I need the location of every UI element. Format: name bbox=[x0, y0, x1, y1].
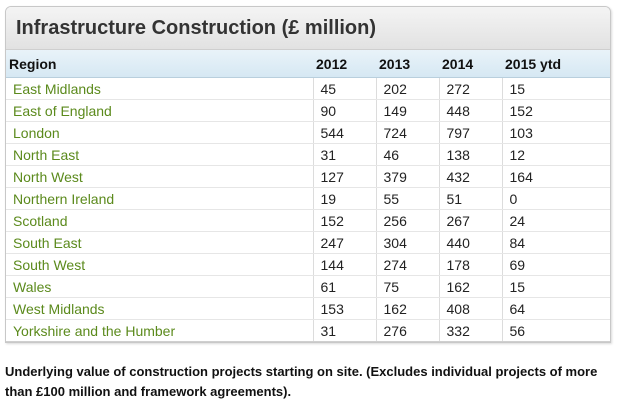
value-cell: 448 bbox=[439, 99, 503, 122]
data-table: Region 2012 2013 2014 2015 ytd East Midlands… bbox=[6, 50, 610, 342]
value-cell: 379 bbox=[376, 165, 440, 188]
table-row: North West 127 379 432 164 bbox=[6, 165, 610, 188]
value-cell: 247 bbox=[313, 231, 377, 254]
table-row: North East 31 46 138 12 bbox=[6, 143, 610, 166]
value-cell: 45 bbox=[313, 77, 377, 100]
value-cell: 69 bbox=[502, 253, 610, 276]
table-row: South East 247 304 440 84 bbox=[6, 231, 610, 254]
value-cell: 55 bbox=[376, 187, 440, 210]
value-cell: 162 bbox=[376, 297, 440, 320]
value-cell: 304 bbox=[376, 231, 440, 254]
value-cell: 19 bbox=[313, 187, 377, 210]
value-cell: 164 bbox=[502, 165, 610, 188]
value-cell: 162 bbox=[439, 275, 503, 298]
region-cell: North West bbox=[6, 165, 314, 188]
table-body: East Midlands 45 202 272 15 East of England 90… bbox=[6, 77, 610, 342]
region-cell: West Midlands bbox=[6, 297, 314, 320]
value-cell: 276 bbox=[376, 319, 440, 342]
value-cell: 332 bbox=[439, 319, 503, 342]
value-cell: 61 bbox=[313, 275, 377, 298]
value-cell: 267 bbox=[439, 209, 503, 232]
footnote: Underlying value of construction project… bbox=[5, 364, 598, 399]
value-cell: 724 bbox=[376, 121, 440, 144]
column-header-year: 2014 bbox=[439, 50, 502, 78]
region-cell: South West bbox=[6, 253, 314, 276]
value-cell: 178 bbox=[439, 253, 503, 276]
column-header-year: 2012 bbox=[313, 50, 376, 78]
value-cell: 432 bbox=[439, 165, 503, 188]
table-row: Wales 61 75 162 15 bbox=[6, 275, 610, 298]
table-row: Scotland 152 256 267 24 bbox=[6, 209, 610, 232]
value-cell: 31 bbox=[313, 319, 377, 342]
value-cell: 202 bbox=[376, 77, 440, 100]
table-row: East of England 90 149 448 152 bbox=[6, 99, 610, 122]
value-cell: 127 bbox=[313, 165, 377, 188]
table-row: West Midlands 153 162 408 64 bbox=[6, 297, 610, 320]
value-cell: 24 bbox=[502, 209, 610, 232]
value-cell: 12 bbox=[502, 143, 610, 166]
value-cell: 272 bbox=[439, 77, 503, 100]
value-cell: 56 bbox=[502, 319, 610, 342]
value-cell: 84 bbox=[502, 231, 610, 254]
region-cell: East of England bbox=[6, 99, 314, 122]
value-cell: 440 bbox=[439, 231, 503, 254]
value-cell: 256 bbox=[376, 209, 440, 232]
column-header-year: 2015 ytd bbox=[502, 50, 610, 78]
value-cell: 149 bbox=[376, 99, 440, 122]
value-cell: 152 bbox=[502, 99, 610, 122]
column-header-year: 2013 bbox=[376, 50, 439, 78]
region-cell: Wales bbox=[6, 275, 314, 298]
region-cell: Northern Ireland bbox=[6, 187, 314, 210]
header-row: Region 2012 2013 2014 2015 ytd bbox=[6, 50, 610, 78]
value-cell: 51 bbox=[439, 187, 503, 210]
value-cell: 797 bbox=[439, 121, 503, 144]
region-cell: Yorkshire and the Humber bbox=[6, 319, 314, 342]
value-cell: 103 bbox=[502, 121, 610, 144]
region-cell: Scotland bbox=[6, 209, 314, 232]
region-cell: North East bbox=[6, 143, 314, 166]
table-row: Northern Ireland 19 55 51 0 bbox=[6, 187, 610, 210]
table-row: London 544 724 797 103 bbox=[6, 121, 610, 144]
region-cell: London bbox=[6, 121, 314, 144]
value-cell: 544 bbox=[313, 121, 377, 144]
table-row: East Midlands 45 202 272 15 bbox=[6, 77, 610, 100]
table-panel: Infrastructure Construction (£ million) … bbox=[5, 6, 611, 343]
value-cell: 153 bbox=[313, 297, 377, 320]
value-cell: 15 bbox=[502, 77, 610, 100]
value-cell: 0 bbox=[502, 187, 610, 210]
value-cell: 152 bbox=[313, 209, 377, 232]
value-cell: 64 bbox=[502, 297, 610, 320]
value-cell: 408 bbox=[439, 297, 503, 320]
region-cell: South East bbox=[6, 231, 314, 254]
value-cell: 274 bbox=[376, 253, 440, 276]
table-row: Yorkshire and the Humber 31 276 332 56 bbox=[6, 319, 610, 342]
value-cell: 138 bbox=[439, 143, 503, 166]
value-cell: 75 bbox=[376, 275, 440, 298]
table-row: South West 144 274 178 69 bbox=[6, 253, 610, 276]
column-header-region: Region bbox=[6, 50, 313, 78]
value-cell: 144 bbox=[313, 253, 377, 276]
value-cell: 90 bbox=[313, 99, 377, 122]
value-cell: 46 bbox=[376, 143, 440, 166]
value-cell: 31 bbox=[313, 143, 377, 166]
region-cell: East Midlands bbox=[6, 77, 314, 100]
table-title: Infrastructure Construction (£ million) bbox=[6, 7, 610, 50]
value-cell: 15 bbox=[502, 275, 610, 298]
